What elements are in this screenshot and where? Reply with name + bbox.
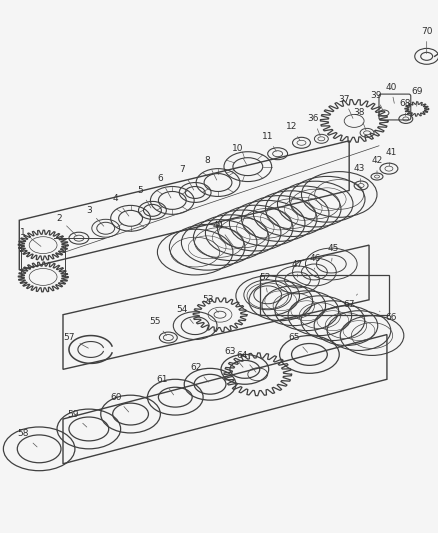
Text: 1: 1: [20, 228, 41, 246]
Text: 36: 36: [307, 115, 320, 136]
Text: 66: 66: [378, 311, 396, 322]
Text: 4: 4: [113, 194, 129, 216]
Text: 62: 62: [190, 363, 208, 382]
Text: 45: 45: [327, 244, 338, 261]
Text: 12: 12: [285, 123, 299, 140]
Text: 54: 54: [176, 305, 193, 324]
Text: 37: 37: [338, 94, 352, 118]
Text: 68: 68: [398, 99, 410, 116]
Text: 69: 69: [410, 87, 421, 106]
Text: 64: 64: [236, 351, 255, 372]
Text: 63: 63: [224, 347, 243, 367]
Text: 59: 59: [67, 409, 87, 427]
Text: 5: 5: [138, 186, 151, 208]
Text: 3: 3: [86, 206, 103, 226]
Text: 41: 41: [384, 148, 396, 166]
Text: 47: 47: [291, 260, 303, 277]
Text: 11: 11: [261, 132, 276, 151]
Text: 46: 46: [309, 254, 320, 269]
Text: 7: 7: [179, 165, 193, 190]
Text: 61: 61: [156, 375, 173, 395]
Text: 65: 65: [288, 333, 307, 352]
Text: 67: 67: [343, 294, 357, 309]
Text: 40: 40: [384, 83, 396, 103]
Text: 39: 39: [369, 91, 382, 110]
Text: 38: 38: [353, 109, 365, 130]
Text: 43: 43: [353, 164, 364, 183]
Text: 55: 55: [149, 317, 166, 335]
Text: 53: 53: [202, 295, 218, 312]
Text: 10: 10: [232, 144, 246, 164]
Text: 57: 57: [63, 333, 88, 348]
Text: 44: 44: [212, 221, 233, 246]
Text: 52: 52: [258, 273, 270, 292]
Text: 2: 2: [56, 214, 77, 236]
Text: 58: 58: [18, 430, 37, 447]
Text: 6: 6: [157, 174, 170, 198]
Text: 42: 42: [371, 156, 382, 174]
Text: 60: 60: [110, 393, 128, 412]
Text: 70: 70: [420, 27, 431, 53]
Text: 8: 8: [204, 156, 216, 180]
